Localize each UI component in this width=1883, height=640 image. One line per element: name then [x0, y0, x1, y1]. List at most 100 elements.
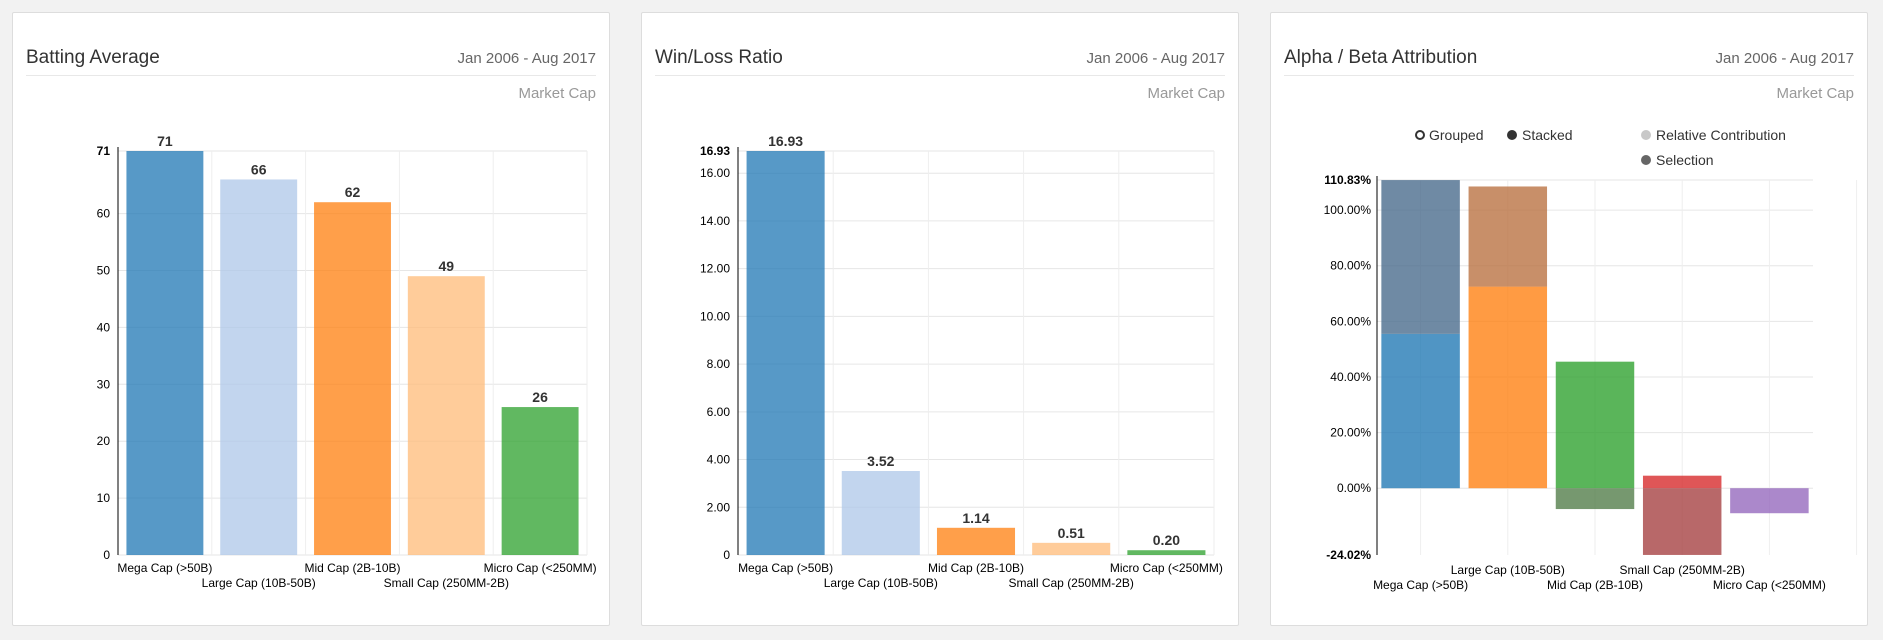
y-tick-label: 8.00	[707, 357, 731, 371]
x-tick-label: Mid Cap (2B-10B)	[928, 561, 1024, 575]
legend-label: Relative Contribution	[1656, 127, 1786, 143]
y-max-label: 110.83%	[1324, 173, 1371, 187]
x-tick-label: Mega Cap (>50B)	[1373, 578, 1468, 592]
bar	[314, 202, 391, 555]
win-loss-chart: 0 2.00 4.00 6.00 8.00 10.00 12.00 14.00 16.00 16.…	[700, 133, 1223, 590]
y-tick-label: 60	[97, 207, 111, 221]
data-label: 16.93	[768, 133, 803, 149]
x-tick-label: Small Cap (250MM-2B)	[1009, 576, 1134, 590]
y-tick-label: 12.00	[700, 262, 730, 276]
x-tick-label: Mid Cap (2B-10B)	[1547, 578, 1643, 592]
bar-selection	[1381, 180, 1460, 334]
legend-stacked[interactable]: Stacked	[1507, 127, 1573, 143]
y-min-label: -24.02%	[1326, 548, 1371, 562]
bar-relative-contribution	[1381, 333, 1460, 489]
bar-relative-contribution	[1468, 286, 1548, 489]
bar-selection	[1555, 488, 1635, 510]
x-tick-label: Small Cap (250MM-2B)	[384, 576, 509, 590]
date-range: Jan 2006 - Aug 2017	[1086, 50, 1225, 67]
y-max-label: 16.93	[700, 144, 730, 158]
y-tick-label: 20.00%	[1330, 426, 1371, 440]
x-tick-label: Micro Cap (<250MM)	[484, 561, 597, 575]
bar-selection	[1642, 488, 1722, 555]
legend-relative-contribution[interactable]: Relative Contribution	[1641, 127, 1786, 143]
y-tick-label: 50	[97, 263, 111, 277]
alpha-beta-chart: Grouped Stacked Relative Contribution Se…	[1324, 127, 1858, 592]
data-label: 66	[251, 161, 267, 177]
panel-title: Batting Average	[26, 47, 160, 68]
x-tick-label: Micro Cap (<250MM)	[1713, 578, 1826, 592]
y-tick-label: 14.00	[700, 214, 730, 228]
x-tick-label: Micro Cap (<250MM)	[1110, 561, 1223, 575]
bar	[220, 179, 298, 556]
y-tick-label: 40	[97, 320, 111, 334]
y-tick-label: 40.00%	[1330, 370, 1371, 384]
panel-subtitle: Market Cap	[518, 85, 596, 102]
data-label: 0.20	[1153, 532, 1180, 548]
data-label: 49	[439, 258, 455, 274]
x-tick-label: Mega Cap (>50B)	[117, 561, 212, 575]
y-max-label: 71	[97, 144, 111, 158]
y-tick-label: 2.00	[707, 500, 731, 514]
data-label: 3.52	[867, 453, 894, 469]
radio-empty-icon	[1415, 130, 1425, 140]
y-tick-label: 100.00%	[1324, 203, 1372, 217]
divider	[655, 75, 1225, 76]
bar-selection	[1468, 186, 1548, 287]
bar-relative-contribution	[1642, 475, 1722, 489]
bar-relative-contribution	[1730, 488, 1809, 514]
radio-filled-icon	[1507, 130, 1517, 140]
data-label: 0.51	[1058, 525, 1085, 541]
panel-subtitle: Market Cap	[1776, 85, 1854, 102]
alpha-beta-panel: Alpha / Beta Attribution Jan 2006 - Aug …	[1270, 12, 1868, 626]
date-range: Jan 2006 - Aug 2017	[1715, 50, 1854, 67]
x-tick-label: Large Cap (10B-50B)	[202, 576, 316, 590]
y-tick-label: 0	[103, 548, 110, 562]
chart-legend: Grouped Stacked Relative Contribution Se…	[1415, 127, 1786, 168]
series-dot-icon	[1641, 155, 1651, 165]
y-tick-label: 20	[97, 434, 111, 448]
x-tick-label: Large Cap (10B-50B)	[824, 576, 938, 590]
bar-relative-contribution	[1555, 361, 1635, 489]
x-tick-label: Small Cap (250MM-2B)	[1620, 563, 1745, 577]
batting-average-chart: 0 10 20 30 40 50 60 71 71 Mega Cap (>50B) 66 Large …	[97, 133, 597, 590]
y-tick-label: 10.00	[700, 309, 730, 323]
divider	[26, 75, 596, 76]
y-tick-label: 10	[97, 491, 111, 505]
data-label: 71	[157, 133, 173, 149]
legend-label: Selection	[1656, 152, 1714, 168]
data-label: 1.14	[962, 510, 989, 526]
series-dot-icon	[1641, 130, 1651, 140]
panel-title: Win/Loss Ratio	[655, 47, 783, 68]
x-tick-label: Large Cap (10B-50B)	[1451, 563, 1565, 577]
bar	[1032, 542, 1111, 555]
data-label: 62	[345, 184, 361, 200]
legend-label: Stacked	[1522, 127, 1573, 143]
win-loss-panel: Win/Loss Ratio Jan 2006 - Aug 2017 Marke…	[641, 12, 1239, 626]
y-tick-label: 16.00	[700, 166, 730, 180]
y-tick-label: 6.00	[707, 405, 731, 419]
y-tick-label: 80.00%	[1330, 259, 1371, 273]
y-tick-label: 60.00%	[1330, 314, 1371, 328]
bar	[407, 276, 485, 555]
divider	[1284, 75, 1854, 76]
bar	[126, 151, 204, 555]
bar	[746, 151, 825, 555]
panel-subtitle: Market Cap	[1147, 85, 1225, 102]
y-tick-label: 0.00%	[1337, 481, 1371, 495]
x-tick-label: Mega Cap (>50B)	[738, 561, 833, 575]
legend-grouped[interactable]: Grouped	[1415, 127, 1483, 143]
panel-title: Alpha / Beta Attribution	[1284, 47, 1478, 68]
bar	[936, 527, 1016, 555]
date-range: Jan 2006 - Aug 2017	[457, 50, 596, 67]
x-tick-label: Mid Cap (2B-10B)	[304, 561, 400, 575]
y-tick-label: 0	[723, 548, 730, 562]
y-tick-label: 4.00	[707, 453, 731, 467]
bar	[501, 407, 579, 555]
legend-selection[interactable]: Selection	[1641, 152, 1714, 168]
legend-label: Grouped	[1429, 127, 1483, 143]
y-tick-label: 30	[97, 377, 111, 391]
bar	[1127, 550, 1206, 555]
data-label: 26	[532, 389, 548, 405]
bar	[841, 471, 920, 555]
